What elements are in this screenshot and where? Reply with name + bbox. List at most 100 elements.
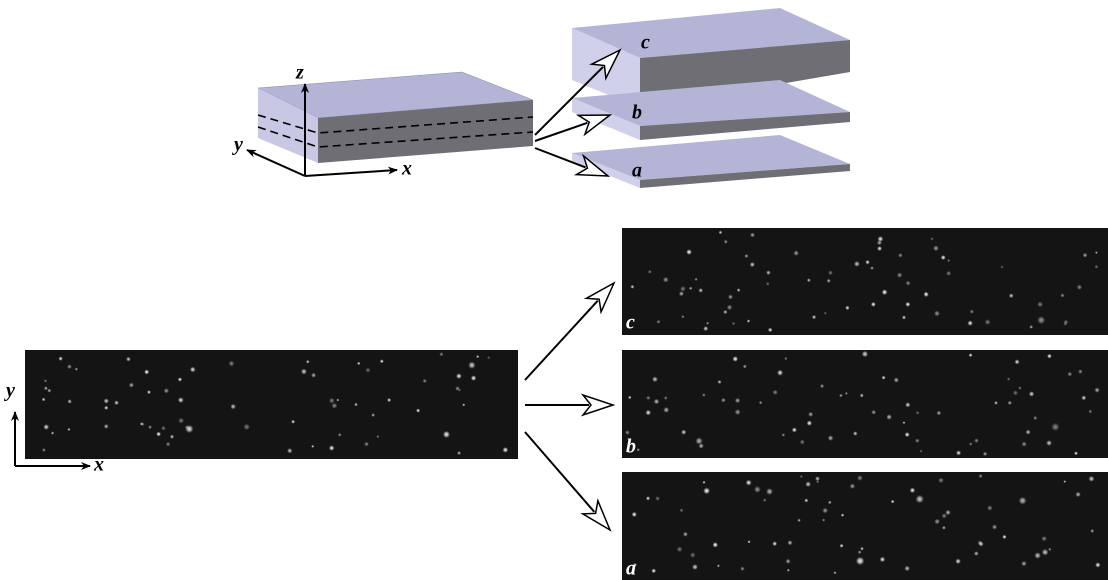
particle xyxy=(766,282,770,286)
particle xyxy=(336,398,339,401)
particle xyxy=(974,438,979,443)
particle xyxy=(663,407,669,413)
particle xyxy=(853,431,858,436)
particle xyxy=(1095,251,1098,254)
particle xyxy=(664,396,668,400)
particle xyxy=(703,326,708,331)
particle xyxy=(768,327,773,332)
axis-label-y: y xyxy=(232,134,243,156)
particle xyxy=(1083,253,1088,258)
particle xyxy=(877,240,882,245)
particle xyxy=(376,435,379,438)
particle xyxy=(655,496,660,501)
particle xyxy=(735,409,741,415)
particle xyxy=(894,377,900,383)
layer-label: c xyxy=(641,32,650,54)
particle xyxy=(747,540,750,543)
particle xyxy=(648,270,652,274)
particle xyxy=(854,261,860,267)
particle xyxy=(67,428,70,431)
particle xyxy=(1090,529,1094,533)
axis-label-x: x xyxy=(401,158,412,180)
particle xyxy=(822,508,828,514)
particle xyxy=(978,541,983,546)
particle xyxy=(652,376,658,382)
particle xyxy=(905,280,910,285)
particle xyxy=(983,452,988,457)
particle xyxy=(462,403,465,406)
arrow-shaft xyxy=(525,432,594,512)
particle xyxy=(886,414,892,420)
particle xyxy=(936,410,941,415)
particle xyxy=(311,373,316,378)
particle xyxy=(750,262,756,268)
particle xyxy=(985,319,991,325)
particle xyxy=(1095,562,1101,568)
particle xyxy=(828,435,834,441)
particle xyxy=(651,568,656,573)
particle xyxy=(357,362,361,366)
particle xyxy=(190,367,196,373)
particle xyxy=(781,433,785,437)
particle xyxy=(694,278,697,281)
particle xyxy=(839,544,843,548)
particle xyxy=(681,429,686,434)
particle xyxy=(969,442,973,446)
particle xyxy=(833,571,836,574)
particle xyxy=(857,475,863,481)
particle xyxy=(126,357,131,362)
particle xyxy=(934,519,940,525)
particle xyxy=(630,285,634,289)
particle xyxy=(732,322,736,326)
particle xyxy=(114,400,119,405)
particle xyxy=(228,360,234,366)
particle xyxy=(502,447,508,453)
particle xyxy=(858,550,862,554)
particle xyxy=(759,401,763,405)
particle xyxy=(1095,265,1099,269)
particle xyxy=(970,309,975,314)
particle xyxy=(1021,561,1027,567)
particle xyxy=(800,439,805,444)
particle xyxy=(1033,416,1037,420)
axis-label-z: z xyxy=(295,62,304,84)
particle xyxy=(807,420,813,426)
particle xyxy=(338,433,342,437)
particle xyxy=(1063,480,1066,483)
particle xyxy=(915,495,924,504)
particle xyxy=(882,289,888,295)
particle xyxy=(43,424,49,430)
particle xyxy=(455,386,460,391)
particle xyxy=(870,266,874,270)
particle xyxy=(812,315,816,319)
particle xyxy=(898,253,903,258)
particle xyxy=(956,450,961,455)
particle xyxy=(933,245,939,251)
particle xyxy=(1002,535,1007,540)
particle xyxy=(862,351,869,358)
particle xyxy=(104,406,108,410)
particle xyxy=(941,513,947,519)
particle xyxy=(1077,284,1083,290)
particle xyxy=(905,302,910,307)
particle xyxy=(1042,549,1049,556)
particle xyxy=(902,315,906,319)
particle xyxy=(129,382,134,387)
particle xyxy=(1037,301,1043,307)
particle xyxy=(882,376,886,380)
particle xyxy=(380,359,384,363)
particle xyxy=(804,498,808,502)
particle xyxy=(717,380,721,384)
particle xyxy=(978,474,982,478)
particle xyxy=(746,480,752,486)
particle xyxy=(148,425,152,429)
particle xyxy=(865,260,870,265)
particle xyxy=(902,421,905,424)
particle xyxy=(457,451,461,455)
particle xyxy=(443,431,450,438)
particle xyxy=(728,294,733,299)
particle xyxy=(721,398,726,403)
particle xyxy=(969,353,973,357)
particle xyxy=(871,302,876,307)
arrow-head xyxy=(583,501,610,530)
